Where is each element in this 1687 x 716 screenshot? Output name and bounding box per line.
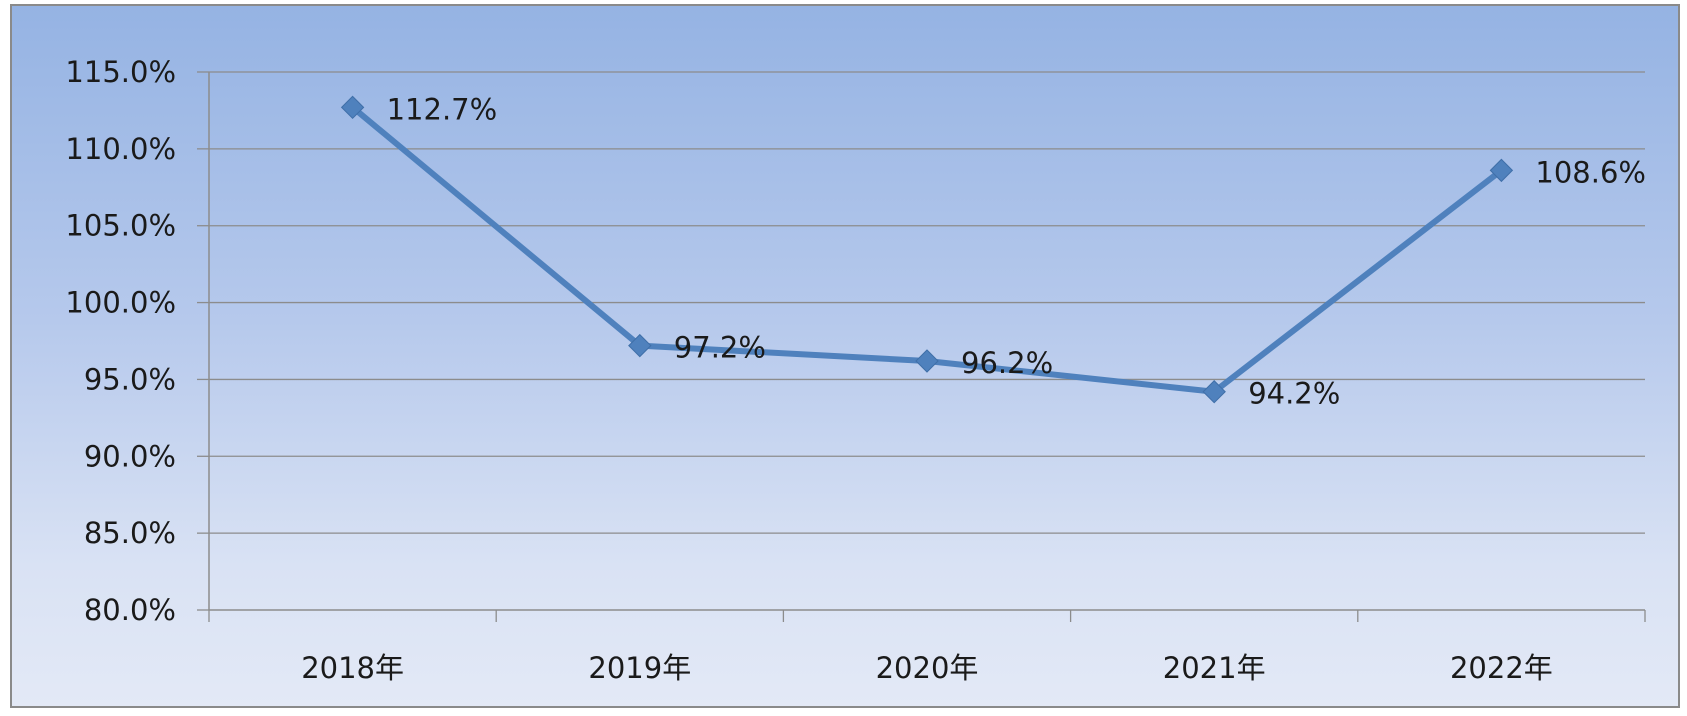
x-tick-label: 2021年 [1163,651,1266,685]
data-point-marker [340,95,365,120]
data-point-marker [628,333,652,358]
data-label: 97.2% [674,331,766,365]
y-tick-label: 110.0% [65,132,176,166]
x-tick-label: 2018年 [301,651,404,685]
y-tick-label: 85.0% [84,516,176,550]
y-tick-label: 100.0% [65,286,176,320]
data-point-marker [1202,380,1226,404]
data-label: 94.2% [1248,377,1340,411]
y-tick-label: 95.0% [84,362,176,396]
data-label: 96.2% [961,346,1053,380]
data-point-marker [915,349,939,373]
x-tick-label: 2022年 [1450,651,1553,685]
x-tick-label: 2019年 [588,651,691,685]
data-label: 112.7% [387,92,498,126]
y-tick-label: 105.0% [65,209,176,243]
x-tick-label: 2020年 [876,651,979,685]
y-tick-label: 80.0% [84,593,176,627]
data-point-marker [1489,158,1514,183]
y-tick-label: 115.0% [65,55,176,89]
data-label: 108.6% [1535,155,1646,189]
series-line [349,104,1505,395]
y-tick-label: 90.0% [84,439,176,473]
